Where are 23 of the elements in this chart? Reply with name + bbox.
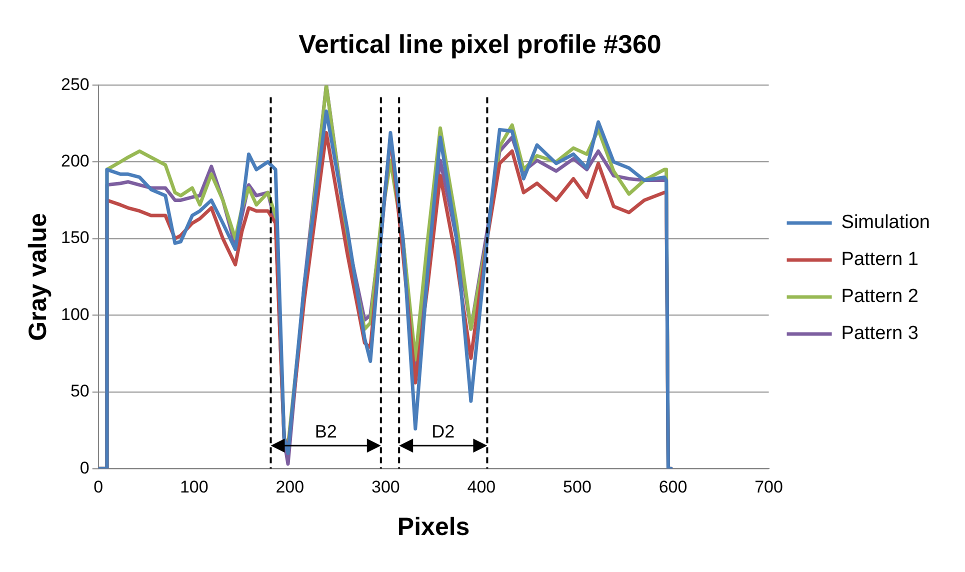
legend-label: Simulation	[841, 212, 930, 234]
annotation: B2	[314, 422, 337, 442]
y-tick-label: 250	[60, 74, 90, 94]
y-tick-label: 100	[60, 304, 90, 324]
y-tick-label: 150	[60, 228, 90, 248]
legend-label: Pattern 2	[841, 286, 918, 308]
x-tick-label: 300	[372, 477, 400, 496]
legend-label: Pattern 1	[841, 249, 918, 270]
x-axis-title: Pixels	[397, 512, 470, 541]
y-tick-label: 200	[60, 152, 90, 171]
legend-label: Pattern 3	[841, 323, 918, 344]
annotation: D2	[432, 422, 455, 442]
y-tick-label: 50	[70, 382, 90, 401]
x-tick-label: 100	[180, 477, 208, 496]
y-axis-title: Gray value	[24, 212, 52, 341]
x-tick-label: 200	[276, 477, 304, 496]
x-tick-label: 600	[658, 477, 688, 496]
y-tick-label: 0	[80, 458, 90, 478]
chart-title: Vertical line pixel profile #360	[298, 28, 662, 59]
x-tick-label: 400	[467, 477, 496, 496]
x-tick-label: 500	[563, 477, 592, 496]
x-tick-label: 0	[94, 477, 104, 496]
x-tick-label: 700	[754, 477, 783, 496]
